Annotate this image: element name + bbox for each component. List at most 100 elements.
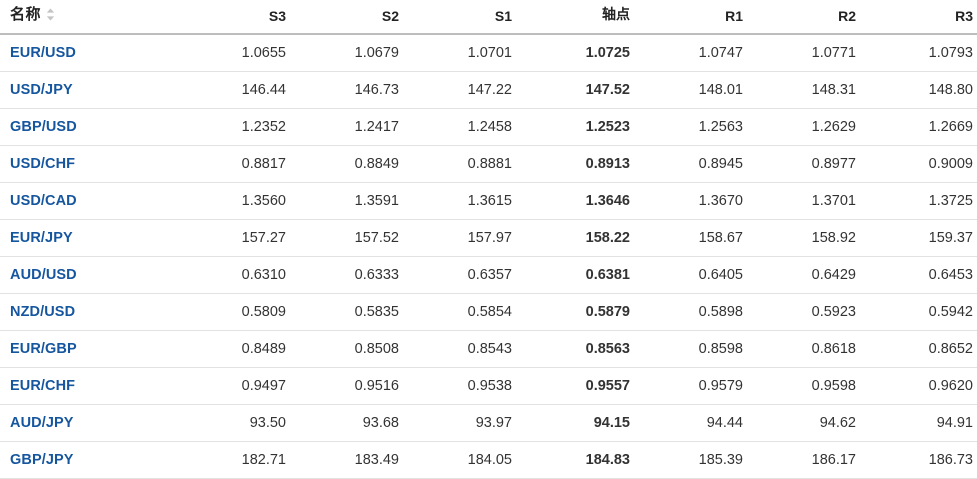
cell-pivot: 0.6381 bbox=[522, 256, 640, 294]
cell-pair-name: AUD/JPY bbox=[0, 404, 183, 442]
column-header-s1[interactable]: S1 bbox=[409, 0, 522, 35]
pair-link[interactable]: AUD/USD bbox=[10, 267, 77, 283]
cell-s1: 147.22 bbox=[409, 71, 522, 109]
cell-s3: 0.6310 bbox=[183, 256, 296, 294]
cell-r3: 0.6453 bbox=[866, 256, 977, 294]
cell-pivot: 1.2523 bbox=[522, 108, 640, 146]
cell-r1: 0.8945 bbox=[640, 145, 753, 183]
pair-link[interactable]: GBP/JPY bbox=[10, 452, 74, 468]
column-header-r1[interactable]: R1 bbox=[640, 0, 753, 35]
cell-r3: 159.37 bbox=[866, 219, 977, 257]
cell-s3: 0.8489 bbox=[183, 330, 296, 368]
column-header-r2[interactable]: R2 bbox=[753, 0, 866, 35]
cell-r3: 148.80 bbox=[866, 71, 977, 109]
cell-pair-name: USD/CHF bbox=[0, 145, 183, 183]
cell-s3: 1.3560 bbox=[183, 182, 296, 220]
cell-s2: 93.68 bbox=[296, 404, 409, 442]
column-header-pivot[interactable]: 轴点 bbox=[522, 0, 640, 35]
cell-pair-name: NZD/USD bbox=[0, 293, 183, 331]
cell-r2: 158.92 bbox=[753, 219, 866, 257]
cell-pair-name: USD/JPY bbox=[0, 71, 183, 109]
cell-r1: 0.5898 bbox=[640, 293, 753, 331]
pair-link[interactable]: GBP/USD bbox=[10, 119, 77, 135]
table-header-row: 名称 S3 S2 S1 轴点 R1 R2 R3 bbox=[0, 0, 977, 35]
table-row: AUD/JPY 93.50 93.68 93.97 94.15 94.44 94.62 94.… bbox=[0, 404, 977, 442]
cell-r2: 0.5923 bbox=[753, 293, 866, 331]
cell-s1: 1.0701 bbox=[409, 34, 522, 72]
cell-s3: 0.9497 bbox=[183, 367, 296, 405]
pair-link[interactable]: EUR/CHF bbox=[10, 378, 76, 394]
pair-link[interactable]: USD/CAD bbox=[10, 193, 77, 209]
cell-s2: 1.3591 bbox=[296, 182, 409, 220]
cell-pivot: 94.15 bbox=[522, 404, 640, 442]
cell-r1: 1.3670 bbox=[640, 182, 753, 220]
pair-link[interactable]: EUR/USD bbox=[10, 45, 76, 61]
column-header-name[interactable]: 名称 bbox=[0, 0, 183, 35]
cell-r2: 0.9598 bbox=[753, 367, 866, 405]
pair-link[interactable]: EUR/GBP bbox=[10, 341, 77, 357]
table-row: USD/JPY 146.44 146.73 147.22 147.52 148.01 148… bbox=[0, 71, 977, 109]
cell-r1: 148.01 bbox=[640, 71, 753, 109]
cell-r3: 1.2669 bbox=[866, 108, 977, 146]
cell-r2: 1.2629 bbox=[753, 108, 866, 146]
pair-link[interactable]: USD/JPY bbox=[10, 82, 73, 98]
cell-pair-name: EUR/GBP bbox=[0, 330, 183, 368]
cell-pair-name: EUR/USD bbox=[0, 34, 183, 72]
cell-pair-name: AUD/USD bbox=[0, 256, 183, 294]
cell-s1: 0.5854 bbox=[409, 293, 522, 331]
pair-link[interactable]: AUD/JPY bbox=[10, 415, 74, 431]
cell-s2: 0.6333 bbox=[296, 256, 409, 294]
cell-r3: 94.91 bbox=[866, 404, 977, 442]
cell-s3: 1.0655 bbox=[183, 34, 296, 72]
cell-pivot: 158.22 bbox=[522, 219, 640, 257]
cell-pair-name: EUR/JPY bbox=[0, 219, 183, 257]
cell-s1: 184.05 bbox=[409, 441, 522, 479]
cell-r1: 94.44 bbox=[640, 404, 753, 442]
cell-s3: 146.44 bbox=[183, 71, 296, 109]
column-header-r3[interactable]: R3 bbox=[866, 0, 977, 35]
cell-s2: 0.5835 bbox=[296, 293, 409, 331]
table-row: EUR/CHF 0.9497 0.9516 0.9538 0.9557 0.9579 0.9… bbox=[0, 367, 977, 405]
cell-r1: 0.8598 bbox=[640, 330, 753, 368]
cell-s2: 1.0679 bbox=[296, 34, 409, 72]
cell-s1: 93.97 bbox=[409, 404, 522, 442]
cell-s2: 0.9516 bbox=[296, 367, 409, 405]
cell-r2: 0.8618 bbox=[753, 330, 866, 368]
cell-r2: 1.3701 bbox=[753, 182, 866, 220]
cell-r1: 158.67 bbox=[640, 219, 753, 257]
cell-s2: 183.49 bbox=[296, 441, 409, 479]
table-row: USD/CHF 0.8817 0.8849 0.8881 0.8913 0.8945 0.8… bbox=[0, 145, 977, 183]
cell-pivot: 0.8913 bbox=[522, 145, 640, 183]
cell-s1: 157.97 bbox=[409, 219, 522, 257]
table-body: EUR/USD 1.0655 1.0679 1.0701 1.0725 1.0747 1.0… bbox=[0, 34, 977, 479]
cell-r3: 1.0793 bbox=[866, 34, 977, 72]
table-row: GBP/USD 1.2352 1.2417 1.2458 1.2523 1.2563 1.2… bbox=[0, 108, 977, 146]
cell-r1: 0.6405 bbox=[640, 256, 753, 294]
column-header-s3[interactable]: S3 bbox=[183, 0, 296, 35]
cell-r3: 1.3725 bbox=[866, 182, 977, 220]
cell-r3: 0.8652 bbox=[866, 330, 977, 368]
cell-pair-name: EUR/CHF bbox=[0, 367, 183, 405]
column-header-s2[interactable]: S2 bbox=[296, 0, 409, 35]
cell-pivot: 1.3646 bbox=[522, 182, 640, 220]
cell-r2: 0.6429 bbox=[753, 256, 866, 294]
cell-pivot: 1.0725 bbox=[522, 34, 640, 72]
cell-r2: 186.17 bbox=[753, 441, 866, 479]
table-row: EUR/JPY 157.27 157.52 157.97 158.22 158.67 158… bbox=[0, 219, 977, 257]
pair-link[interactable]: EUR/JPY bbox=[10, 230, 73, 246]
cell-r2: 0.8977 bbox=[753, 145, 866, 183]
table-row: EUR/USD 1.0655 1.0679 1.0701 1.0725 1.0747 1.0… bbox=[0, 34, 977, 72]
cell-s3: 93.50 bbox=[183, 404, 296, 442]
cell-s2: 0.8849 bbox=[296, 145, 409, 183]
sort-updown-icon[interactable] bbox=[46, 8, 55, 21]
pair-link[interactable]: USD/CHF bbox=[10, 156, 76, 172]
cell-s3: 1.2352 bbox=[183, 108, 296, 146]
column-header-name-label: 名称 bbox=[10, 6, 42, 23]
cell-pivot: 0.9557 bbox=[522, 367, 640, 405]
pair-link[interactable]: NZD/USD bbox=[10, 304, 76, 320]
cell-r1: 1.2563 bbox=[640, 108, 753, 146]
cell-r3: 0.5942 bbox=[866, 293, 977, 331]
table-row: AUD/USD 0.6310 0.6333 0.6357 0.6381 0.6405 0.6… bbox=[0, 256, 977, 294]
